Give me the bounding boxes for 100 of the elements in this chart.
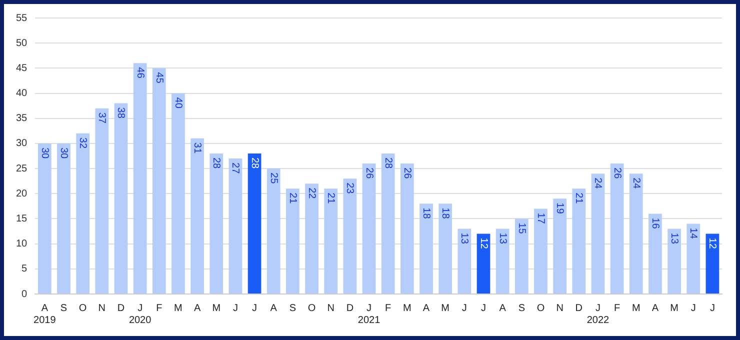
bar bbox=[152, 68, 166, 294]
data-label: 17 bbox=[534, 212, 546, 224]
x-tick-label: O bbox=[308, 302, 316, 314]
data-label: 15 bbox=[516, 222, 527, 234]
data-label: 19 bbox=[554, 202, 566, 214]
x-tick-label: J 2022 bbox=[586, 302, 610, 326]
bar bbox=[572, 188, 586, 294]
x-tick-label: A bbox=[270, 302, 278, 314]
data-label: 24 bbox=[630, 178, 642, 190]
x-tick-label: J bbox=[462, 302, 467, 314]
y-tick-label: 20 bbox=[16, 188, 28, 200]
bar bbox=[248, 153, 262, 294]
bar bbox=[343, 178, 357, 294]
bar bbox=[305, 184, 318, 294]
bar bbox=[381, 153, 395, 294]
y-tick-label: 35 bbox=[16, 113, 28, 124]
data-label: 26 bbox=[611, 168, 622, 180]
y-tick-label: 45 bbox=[16, 62, 28, 74]
x-tick-label: S bbox=[518, 302, 526, 314]
bar bbox=[362, 164, 376, 294]
data-label: 45 bbox=[153, 72, 164, 84]
data-label: 16 bbox=[649, 218, 660, 230]
y-tick-label: 40 bbox=[16, 88, 28, 100]
x-tick-label: M bbox=[441, 302, 450, 314]
x-tick-label: J bbox=[710, 302, 715, 314]
data-label: 30 bbox=[58, 147, 69, 160]
x-tick-label: A bbox=[194, 302, 201, 314]
x-tick-label: J 2020 bbox=[128, 302, 152, 326]
bar bbox=[133, 63, 147, 294]
data-label: 13 bbox=[668, 232, 680, 244]
bar bbox=[266, 168, 280, 294]
x-tick-label: D bbox=[575, 302, 583, 314]
x-tick-label: M bbox=[670, 302, 678, 314]
data-label: 21 bbox=[573, 192, 584, 204]
y-tick-label: 55 bbox=[16, 12, 28, 24]
x-tick-label: N bbox=[98, 302, 106, 314]
x-tick-label: J bbox=[252, 302, 258, 314]
bar bbox=[114, 103, 128, 294]
data-label: 12 bbox=[478, 238, 489, 250]
x-tick-label: N bbox=[556, 302, 564, 314]
y-tick-label: 10 bbox=[16, 238, 28, 250]
bar bbox=[190, 138, 204, 294]
x-tick-label: A bbox=[422, 302, 430, 314]
data-label: 28 bbox=[210, 157, 222, 170]
x-tick-label: M bbox=[632, 302, 640, 314]
bar bbox=[648, 214, 662, 294]
bar bbox=[629, 174, 643, 294]
y-tick-label: 50 bbox=[16, 38, 28, 49]
bar bbox=[438, 204, 452, 294]
y-tick-label: 5 bbox=[22, 264, 28, 275]
x-tick-label: M bbox=[403, 302, 412, 314]
x-tick-label: F bbox=[385, 302, 392, 314]
bar bbox=[228, 158, 242, 294]
x-tick-label: D bbox=[117, 302, 125, 314]
x-tick-label: N bbox=[327, 302, 334, 314]
x-tick-label: S bbox=[60, 302, 68, 314]
data-label: 27 bbox=[230, 162, 241, 174]
y-tick-label: 0 bbox=[22, 288, 28, 300]
bar bbox=[76, 133, 90, 294]
data-label: 28 bbox=[248, 157, 260, 170]
data-label: 18 bbox=[440, 208, 451, 220]
data-label: 38 bbox=[115, 107, 126, 119]
data-label: 28 bbox=[382, 157, 394, 170]
bar bbox=[210, 153, 224, 294]
data-label: 18 bbox=[420, 208, 432, 220]
x-tick-label: J 2021 bbox=[358, 302, 381, 326]
bar bbox=[324, 188, 338, 294]
bar bbox=[57, 143, 70, 294]
bar bbox=[706, 234, 720, 294]
bar bbox=[458, 228, 472, 294]
x-tick-label: A bbox=[652, 302, 659, 314]
data-label: 22 bbox=[306, 188, 318, 200]
x-tick-label: M bbox=[174, 302, 182, 314]
data-label: 46 bbox=[134, 67, 146, 79]
data-label: 32 bbox=[77, 137, 88, 149]
x-tick-label: D bbox=[346, 302, 354, 314]
bar bbox=[476, 234, 490, 294]
x-tick-label: S bbox=[289, 302, 296, 314]
bar bbox=[38, 143, 52, 294]
data-label: 13 bbox=[458, 232, 470, 244]
bar bbox=[610, 164, 624, 294]
x-tick-label: F bbox=[156, 302, 162, 314]
bar bbox=[400, 164, 414, 294]
x-tick-label: O bbox=[536, 302, 545, 314]
y-tick-label: 25 bbox=[16, 163, 28, 174]
x-tick-label: J bbox=[481, 302, 486, 314]
data-label: 31 bbox=[192, 142, 203, 154]
bar bbox=[95, 108, 109, 294]
bar bbox=[553, 198, 566, 294]
data-label: 40 bbox=[172, 97, 184, 109]
data-label: 12 bbox=[706, 238, 718, 250]
bar bbox=[686, 224, 700, 294]
bar bbox=[591, 174, 605, 294]
data-label: 26 bbox=[363, 168, 374, 180]
data-label: 25 bbox=[268, 172, 279, 184]
data-label: 21 bbox=[325, 192, 336, 204]
bar bbox=[172, 93, 185, 294]
x-tick-label: J bbox=[690, 302, 696, 314]
x-tick-label: O bbox=[78, 302, 87, 314]
data-label: 26 bbox=[401, 168, 412, 180]
